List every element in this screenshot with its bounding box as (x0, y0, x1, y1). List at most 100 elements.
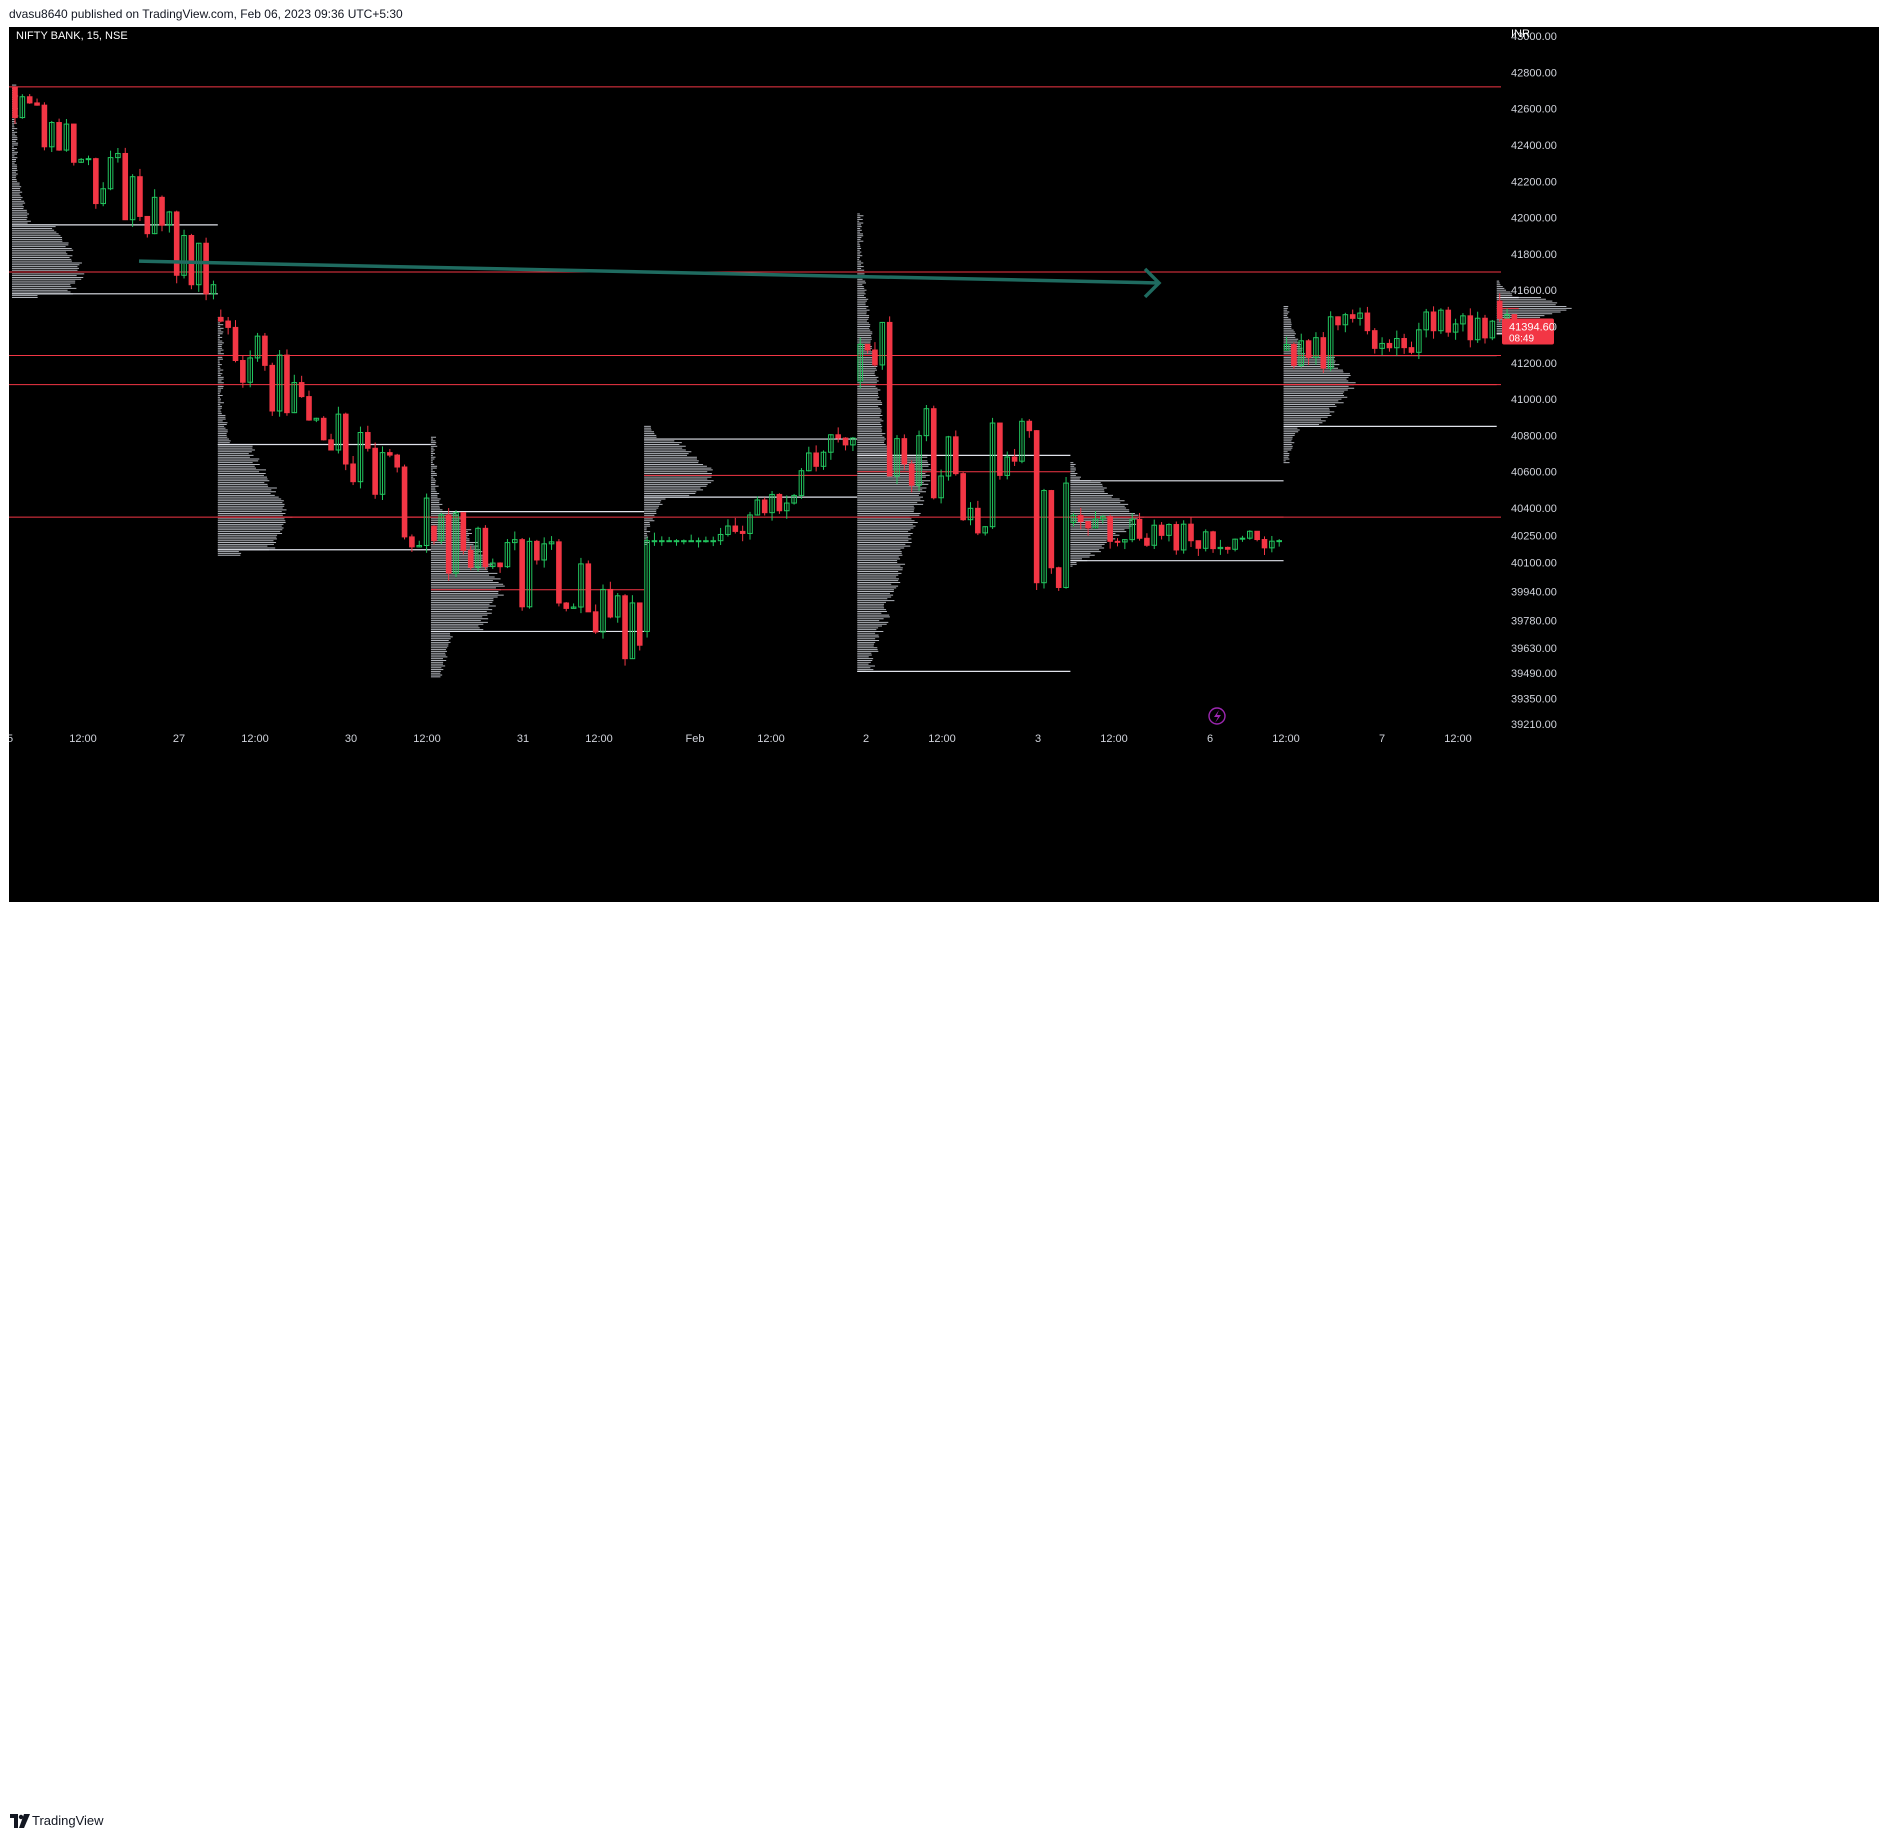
candle-body (1247, 530, 1253, 539)
candle-body (725, 525, 731, 535)
candle-body (342, 413, 349, 465)
x-tick-label: 12:00 (928, 733, 956, 745)
candle-body (1357, 312, 1363, 319)
y-tick-label: 42600.00 (1511, 104, 1557, 116)
candle-body (776, 493, 783, 512)
candle-body (71, 123, 77, 163)
candle-body (526, 540, 533, 608)
candle-body (659, 540, 665, 543)
candle-body (409, 536, 415, 548)
candle-body (1210, 531, 1216, 550)
candle-body (592, 611, 599, 633)
candle-body (644, 540, 650, 632)
candle-body (166, 211, 173, 226)
x-tick-label: 12:00 (1100, 733, 1128, 745)
x-tick-label: 12:00 (413, 733, 441, 745)
candle-body (1349, 314, 1356, 319)
candle-body (1158, 524, 1165, 536)
candle-body (820, 451, 827, 467)
candle-body (1011, 456, 1018, 462)
candles (12, 86, 1518, 666)
candle-body (1445, 309, 1452, 333)
candle-body (1202, 531, 1209, 549)
candle-body (48, 122, 55, 148)
candle-body (967, 507, 974, 521)
trend-arrow (138, 259, 1162, 299)
attribution-bar: dvasu8640 published on TradingView.com, … (0, 0, 1889, 27)
candle-body (12, 86, 18, 119)
candle-body (247, 357, 253, 383)
candle-body (828, 434, 834, 453)
candle-body (460, 512, 467, 551)
candle-body (1107, 516, 1113, 542)
candle-body (945, 436, 952, 477)
candle-body (908, 463, 915, 486)
candle-body (960, 473, 966, 521)
candle-body (504, 542, 511, 568)
chart-panel[interactable]: 43000.00 42800.00 42600.00 42400.00 42200.00… (7, 27, 1879, 902)
candle-body (1173, 524, 1180, 551)
candle-body (482, 527, 489, 568)
candle-body (548, 541, 555, 545)
y-tick-label: 43000.00 (1511, 31, 1557, 43)
candle-body (1305, 340, 1312, 358)
price-chart[interactable]: 43000.00 42800.00 42600.00 42400.00 42200.00… (7, 27, 1879, 902)
candle-body (783, 502, 790, 512)
candle-body (1394, 338, 1400, 349)
candle-body (563, 602, 570, 609)
candle-body (1291, 343, 1297, 366)
candle-body (365, 432, 371, 449)
candle-body (467, 549, 474, 568)
candle-body (681, 540, 687, 543)
candle-body (26, 96, 33, 104)
candle-body (438, 514, 445, 542)
candle-body (1335, 316, 1341, 326)
x-tick-label: 31 (517, 733, 529, 745)
candle-body (1195, 540, 1202, 549)
candle-body (56, 122, 62, 151)
candle-body (387, 452, 393, 456)
candle-body (1401, 338, 1407, 349)
candle-body (1342, 314, 1349, 326)
candle-body (78, 158, 84, 163)
candle-body (636, 602, 643, 646)
price-axis[interactable]: 43000.00 42800.00 42600.00 42400.00 42200.00… (1502, 31, 1557, 731)
candle-body (416, 544, 423, 548)
candle-body (688, 540, 695, 543)
candle-body (1298, 340, 1305, 366)
y-tick-label: 39490.00 (1511, 668, 1557, 680)
candle-body (181, 235, 187, 276)
candle-body (879, 321, 886, 366)
candle-body (1408, 347, 1415, 353)
candle-body (262, 335, 268, 366)
candle-body (1467, 315, 1474, 341)
candle-body (629, 602, 636, 660)
candle-body (923, 408, 930, 437)
candle-body (379, 452, 386, 495)
candle-body (313, 417, 320, 421)
candle-body (519, 539, 525, 608)
candle-body (747, 514, 753, 534)
candle-body (1151, 524, 1158, 546)
candle-body (894, 438, 900, 477)
footer-brand: TradingView (32, 1813, 104, 1828)
x-tick-label: 12:00 (69, 733, 97, 745)
y-tick-label: 42800.00 (1511, 67, 1557, 79)
candle-body (1114, 540, 1121, 543)
candle-body (1224, 546, 1231, 550)
candle-body (445, 514, 452, 574)
candle-body (85, 158, 92, 161)
candle-body (872, 349, 878, 366)
y-tick-label: 40600.00 (1511, 467, 1557, 479)
candle-body (1438, 309, 1444, 332)
x-tick-label: 3 (1035, 733, 1041, 745)
candle-body (19, 96, 26, 119)
candle-body (1004, 456, 1011, 476)
candle-body (754, 499, 761, 516)
lightning-icon[interactable] (1208, 707, 1226, 725)
candle-body (982, 526, 989, 534)
time-axis[interactable]: 5 12:00 27 12:00 30 12:00 31 12:00 Feb 12:00 2 12:0… (7, 733, 1472, 745)
candle-body (1129, 518, 1136, 541)
candle-body (1283, 343, 1290, 351)
candle-body (1188, 523, 1194, 542)
